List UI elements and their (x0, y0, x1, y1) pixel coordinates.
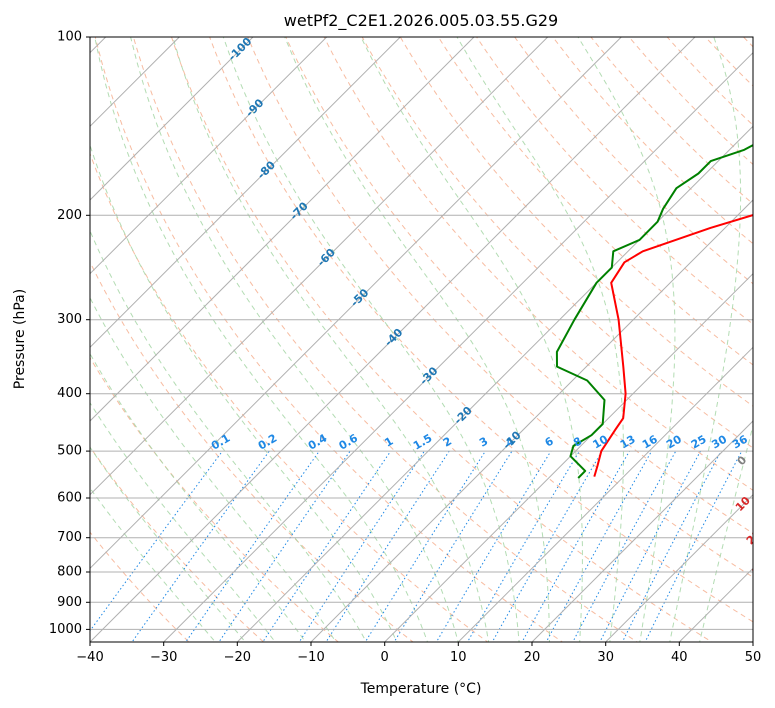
dry-adiabat-line (285, 37, 753, 535)
dry-adiabat-line (437, 37, 753, 366)
y-tick-label: 600 (57, 491, 82, 506)
dry-adiabat-line (514, 37, 753, 285)
dry-adiabat-line (90, 152, 489, 642)
isotherm-line (605, 493, 753, 642)
moist-adiabat-line (90, 143, 398, 642)
y-tick-label: 200 (57, 208, 82, 223)
x-tick-label: −40 (76, 650, 103, 665)
dry-adiabat-line (247, 37, 753, 578)
y-axis-ticks: 100 200 300 400 500 600 700 800 900 1000 (49, 30, 90, 637)
x-tick-label: 10 (450, 650, 467, 665)
isotherm-line (90, 37, 328, 275)
y-tick-label: 400 (57, 386, 82, 401)
y-tick-label: 500 (57, 444, 82, 459)
mixing-ratio-line (545, 450, 653, 642)
mixing-ratio-line (435, 450, 552, 642)
mixing-ratio-line (298, 450, 425, 642)
y-tick-label: 300 (57, 312, 82, 327)
isotherms (90, 37, 753, 642)
isotherm-line (90, 37, 549, 496)
x-tick-label: 50 (745, 650, 762, 665)
y-tick-label: 100 (57, 30, 82, 45)
isotherm-line (90, 37, 475, 422)
mixing-ratio-line (131, 450, 270, 642)
theta-label: 20 (744, 527, 764, 547)
dry-adiabat-line (132, 37, 638, 642)
isotherm-line (90, 37, 622, 570)
x-axis-ticks: −40 −30 −20 −10 0 10 20 30 40 50 (76, 642, 761, 665)
isotherm-line (90, 37, 696, 642)
dry-adiabat-line (323, 37, 753, 491)
mixing-ratio-line (644, 450, 743, 642)
dry-adiabat-line (666, 37, 753, 126)
isotherm-line (457, 346, 753, 642)
dry-adiabat-line (475, 37, 753, 325)
isobars (90, 37, 753, 630)
isotherm-line (90, 37, 254, 201)
y-tick-label: 1000 (49, 622, 82, 637)
mixing-ratio-line (262, 450, 392, 642)
plot-background (90, 37, 753, 642)
x-tick-label: −10 (297, 650, 324, 665)
x-tick-label: 30 (597, 650, 614, 665)
mixing-ratio-lines (90, 450, 743, 642)
moist-adiabat-line (669, 37, 742, 642)
dry-adiabat-line (171, 37, 713, 642)
x-tick-label: −20 (224, 650, 251, 665)
isotherm-line (310, 199, 753, 642)
mixing-ratio-line (325, 450, 450, 642)
isotherm-line (531, 420, 753, 642)
y-axis-label: Pressure (hPa) (12, 289, 28, 389)
y-tick-label: 700 (57, 530, 82, 545)
mixing-ratio-line (466, 450, 580, 642)
mixing-ratio-line (185, 450, 320, 642)
dewpoint-profile-line (555, 143, 753, 479)
dry-adiabat-line (90, 531, 190, 642)
y-tick-label: 800 (57, 565, 82, 580)
isotherm-line (236, 125, 753, 642)
x-axis-label: Temperature (°C) (360, 681, 482, 697)
sounding-profiles (555, 143, 753, 479)
x-tick-label: 0 (381, 650, 389, 665)
x-tick-label: 20 (524, 650, 541, 665)
mixing-ratio-line (491, 450, 603, 642)
temperature-profile-line (593, 213, 753, 477)
plot-frame (89, 36, 754, 643)
isotherm-line (384, 272, 753, 642)
isotherm-line (90, 37, 401, 349)
mixing-ratio-line (218, 450, 351, 642)
x-tick-label: −30 (150, 650, 177, 665)
dry-adiabat-line (590, 37, 753, 205)
dry-adiabat-line (90, 260, 414, 642)
x-tick-label: 40 (671, 650, 688, 665)
theta-label: 30 (750, 558, 770, 578)
y-tick-label: 900 (57, 595, 82, 610)
isotherm-line (163, 51, 753, 642)
moist-adiabat-line (222, 37, 520, 642)
chart-title: wetPf2_C2E1.2026.005.03.55.G29 (284, 11, 558, 31)
dry-adiabat-line (552, 37, 753, 245)
